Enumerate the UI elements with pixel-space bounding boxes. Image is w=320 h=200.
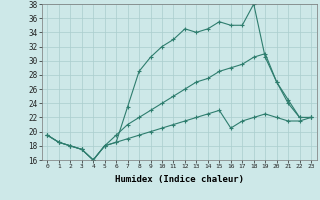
X-axis label: Humidex (Indice chaleur): Humidex (Indice chaleur) — [115, 175, 244, 184]
